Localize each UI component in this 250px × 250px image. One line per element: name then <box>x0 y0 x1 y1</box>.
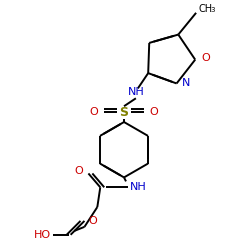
Text: O: O <box>150 107 158 117</box>
Text: O: O <box>75 166 84 176</box>
Text: N: N <box>182 78 190 88</box>
Text: O: O <box>90 107 98 117</box>
Text: HO: HO <box>34 230 51 240</box>
Text: O: O <box>201 53 210 63</box>
Text: NH: NH <box>130 182 147 192</box>
Text: O: O <box>88 216 97 226</box>
Text: CH: CH <box>198 4 212 14</box>
Text: S: S <box>120 106 128 119</box>
Text: 3: 3 <box>210 7 214 13</box>
Text: NH: NH <box>128 87 145 97</box>
